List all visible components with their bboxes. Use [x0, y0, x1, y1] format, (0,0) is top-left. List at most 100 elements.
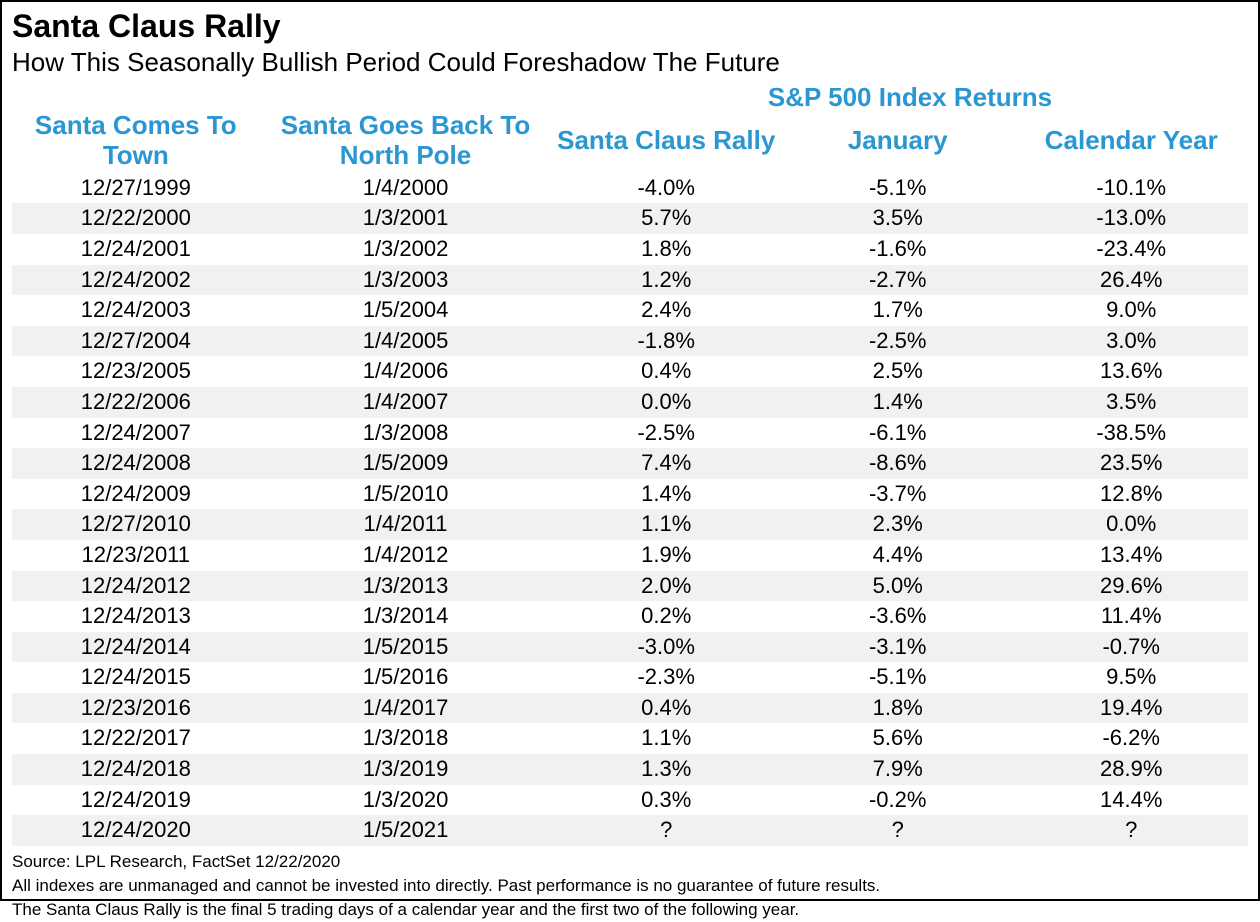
cell-start-date: 12/22/2006 [12, 387, 260, 418]
cell-rally-return: -2.5% [551, 418, 780, 449]
cell-end-date: 1/5/2015 [260, 632, 552, 663]
table-row: 12/23/20051/4/20060.4%2.5%13.6% [12, 356, 1248, 387]
cell-end-date: 1/3/2008 [260, 418, 552, 449]
cell-rally-return: -1.8% [551, 326, 780, 357]
cell-end-date: 1/5/2016 [260, 662, 552, 693]
col-header-end: Santa Goes Back To North Pole [260, 111, 552, 173]
cell-year-return: 11.4% [1014, 601, 1248, 632]
cell-rally-return: 1.4% [551, 479, 780, 510]
cell-rally-return: 1.2% [551, 265, 780, 296]
cell-year-return: -23.4% [1014, 234, 1248, 265]
cell-end-date: 1/4/2005 [260, 326, 552, 357]
cell-end-date: 1/5/2009 [260, 448, 552, 479]
cell-rally-return: 0.4% [551, 693, 780, 724]
table-row: 12/24/20181/3/20191.3%7.9%28.9% [12, 754, 1248, 785]
cell-start-date: 12/24/2014 [12, 632, 260, 663]
cell-january-return: -3.1% [781, 632, 1015, 663]
cell-january-return: -3.6% [781, 601, 1015, 632]
cell-year-return: 13.4% [1014, 540, 1248, 571]
cell-year-return: -13.0% [1014, 203, 1248, 234]
cell-january-return: 3.5% [781, 203, 1015, 234]
table-header-row: Santa Comes To Town Santa Goes Back To N… [12, 111, 1248, 173]
cell-end-date: 1/3/2014 [260, 601, 552, 632]
table-row: 12/24/20081/5/20097.4%-8.6%23.5% [12, 448, 1248, 479]
cell-end-date: 1/4/2017 [260, 693, 552, 724]
cell-rally-return: 0.3% [551, 785, 780, 816]
cell-year-return: -0.7% [1014, 632, 1248, 663]
cell-end-date: 1/3/2001 [260, 203, 552, 234]
cell-year-return: 19.4% [1014, 693, 1248, 724]
cell-year-return: -6.2% [1014, 723, 1248, 754]
cell-year-return: 3.5% [1014, 387, 1248, 418]
table-row: 12/27/20101/4/20111.1%2.3%0.0% [12, 509, 1248, 540]
cell-rally-return: ? [551, 815, 780, 846]
table-row: 12/24/20151/5/2016-2.3%-5.1%9.5% [12, 662, 1248, 693]
cell-start-date: 12/24/2009 [12, 479, 260, 510]
cell-start-date: 12/23/2016 [12, 693, 260, 724]
page-title: Santa Claus Rally [12, 8, 1248, 45]
footnote-line: All indexes are unmanaged and cannot be … [12, 874, 1248, 898]
cell-rally-return: 1.9% [551, 540, 780, 571]
cell-year-return: 12.8% [1014, 479, 1248, 510]
cell-rally-return: 1.3% [551, 754, 780, 785]
cell-january-return: 1.4% [781, 387, 1015, 418]
returns-table: Santa Comes To Town Santa Goes Back To N… [12, 111, 1248, 846]
table-row: 12/23/20111/4/20121.9%4.4%13.4% [12, 540, 1248, 571]
cell-rally-return: 1.1% [551, 723, 780, 754]
cell-year-return: 23.5% [1014, 448, 1248, 479]
cell-year-return: 14.4% [1014, 785, 1248, 816]
cell-rally-return: 2.4% [551, 295, 780, 326]
cell-january-return: 4.4% [781, 540, 1015, 571]
cell-start-date: 12/27/2010 [12, 509, 260, 540]
cell-start-date: 12/23/2005 [12, 356, 260, 387]
cell-year-return: 0.0% [1014, 509, 1248, 540]
col-header-year: Calendar Year [1014, 111, 1248, 173]
cell-end-date: 1/5/2021 [260, 815, 552, 846]
table-row: 12/22/20061/4/20070.0%1.4%3.5% [12, 387, 1248, 418]
cell-january-return: 1.8% [781, 693, 1015, 724]
cell-year-return: 3.0% [1014, 326, 1248, 357]
cell-start-date: 12/24/2003 [12, 295, 260, 326]
cell-january-return: -0.2% [781, 785, 1015, 816]
cell-start-date: 12/24/2008 [12, 448, 260, 479]
cell-end-date: 1/4/2007 [260, 387, 552, 418]
cell-january-return: 7.9% [781, 754, 1015, 785]
table-row: 12/24/20011/3/20021.8%-1.6%-23.4% [12, 234, 1248, 265]
cell-january-return: 2.5% [781, 356, 1015, 387]
cell-january-return: -5.1% [781, 173, 1015, 204]
table-row: 12/24/20131/3/20140.2%-3.6%11.4% [12, 601, 1248, 632]
table-row: 12/22/20001/3/20015.7%3.5%-13.0% [12, 203, 1248, 234]
cell-end-date: 1/4/2000 [260, 173, 552, 204]
cell-year-return: -38.5% [1014, 418, 1248, 449]
table-row: 12/24/20071/3/2008-2.5%-6.1%-38.5% [12, 418, 1248, 449]
cell-january-return: 1.7% [781, 295, 1015, 326]
table-row: 12/24/20121/3/20132.0%5.0%29.6% [12, 571, 1248, 602]
col-header-rally: Santa Claus Rally [551, 111, 780, 173]
cell-year-return: 9.5% [1014, 662, 1248, 693]
table-row: 12/24/20201/5/2021??? [12, 815, 1248, 846]
cell-rally-return: 2.0% [551, 571, 780, 602]
table-row: 12/24/20031/5/20042.4%1.7%9.0% [12, 295, 1248, 326]
cell-rally-return: 7.4% [551, 448, 780, 479]
cell-rally-return: 0.2% [551, 601, 780, 632]
cell-year-return: -10.1% [1014, 173, 1248, 204]
col-header-start: Santa Comes To Town [12, 111, 260, 173]
cell-start-date: 12/23/2011 [12, 540, 260, 571]
table-row: 12/27/19991/4/2000-4.0%-5.1%-10.1% [12, 173, 1248, 204]
cell-end-date: 1/4/2006 [260, 356, 552, 387]
cell-january-return: -1.6% [781, 234, 1015, 265]
cell-end-date: 1/3/2018 [260, 723, 552, 754]
cell-start-date: 12/27/2004 [12, 326, 260, 357]
cell-start-date: 12/24/2001 [12, 234, 260, 265]
cell-end-date: 1/3/2019 [260, 754, 552, 785]
cell-january-return: 5.6% [781, 723, 1015, 754]
table-row: 12/22/20171/3/20181.1%5.6%-6.2% [12, 723, 1248, 754]
cell-end-date: 1/3/2020 [260, 785, 552, 816]
cell-start-date: 12/24/2013 [12, 601, 260, 632]
footnotes: Source: LPL Research, FactSet 12/22/2020… [12, 850, 1248, 922]
table-row: 12/27/20041/4/2005-1.8%-2.5%3.0% [12, 326, 1248, 357]
cell-start-date: 12/24/2019 [12, 785, 260, 816]
cell-end-date: 1/3/2013 [260, 571, 552, 602]
cell-rally-return: 0.0% [551, 387, 780, 418]
cell-year-return: 28.9% [1014, 754, 1248, 785]
